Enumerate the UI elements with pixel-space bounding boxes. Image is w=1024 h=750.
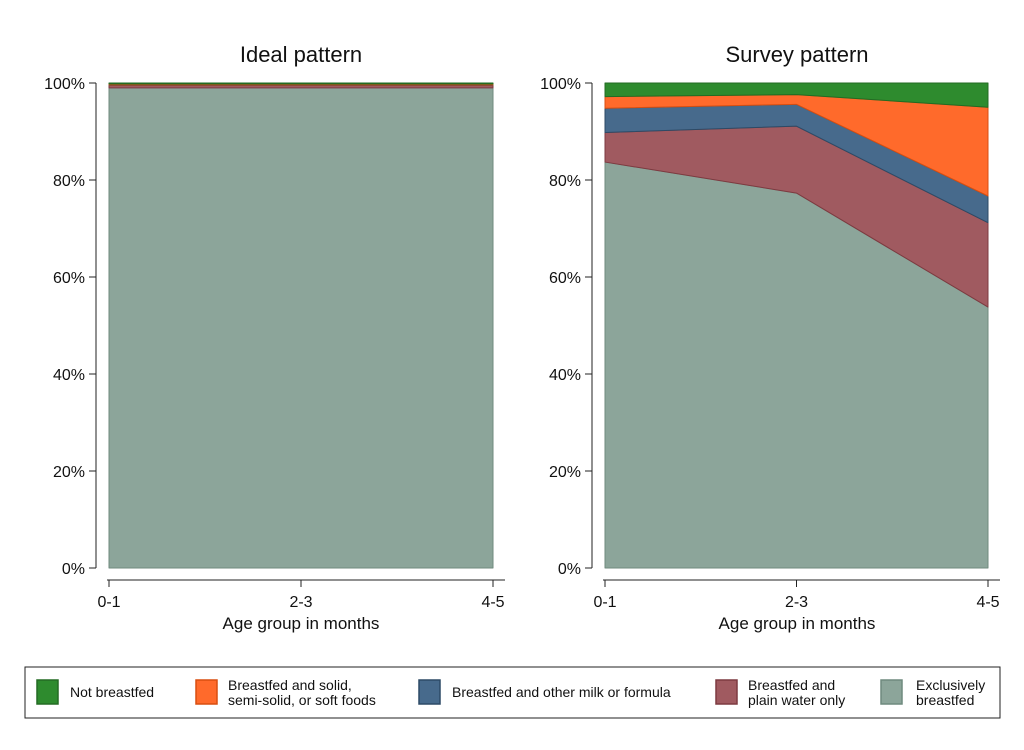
legend-swatch — [716, 680, 737, 704]
y-tick-label: 100% — [540, 76, 581, 93]
x-axis-title: Age group in months — [719, 614, 876, 633]
panel-title: Survey pattern — [725, 42, 868, 67]
y-tick-label: 40% — [549, 367, 581, 384]
panel-survey: Survey pattern 0% 20% 40% 60% 80% 100% 0-1 2-3 4-… — [540, 42, 1000, 633]
x-tick-label: 2-3 — [785, 594, 808, 611]
legend-label: plain water only — [748, 692, 845, 708]
legend-swatch — [196, 680, 217, 704]
panel-ideal: Ideal pattern 0% 20% 40% 60% 80% 100% 0-1 2-3 4-5… — [44, 42, 505, 633]
x-tick-label: 0-1 — [593, 594, 616, 611]
legend-swatch — [419, 680, 440, 704]
y-tick-label: 20% — [53, 464, 85, 481]
y-tick-label: 100% — [44, 76, 85, 93]
y-tick-label: 40% — [53, 367, 85, 384]
legend-label: Breastfed and — [748, 677, 835, 693]
area-not_bf — [109, 83, 493, 84]
y-tick-label: 20% — [549, 464, 581, 481]
x-tick-label: 0-1 — [97, 594, 120, 611]
x-tick-label: 4-5 — [481, 594, 504, 611]
legend-label: semi-solid, or soft foods — [228, 692, 376, 708]
y-tick-label: 80% — [549, 173, 581, 190]
panel-title: Ideal pattern — [240, 42, 362, 67]
legend-label: breastfed — [916, 692, 974, 708]
legend: Not breastfed Breastfed and solid,semi-so… — [25, 667, 1000, 718]
legend-label: Breastfed and solid, — [228, 677, 352, 693]
x-axis-title: Age group in months — [223, 614, 380, 633]
y-tick-label: 0% — [62, 561, 85, 578]
y-tick-label: 80% — [53, 173, 85, 190]
legend-label: Exclusively — [916, 677, 985, 693]
x-tick-label: 4-5 — [976, 594, 999, 611]
y-tick-label: 0% — [558, 561, 581, 578]
legend-label: Not breastfed — [70, 684, 154, 700]
y-tick-label: 60% — [53, 270, 85, 287]
legend-label: Breastfed and other milk or formula — [452, 684, 671, 700]
legend-swatch — [37, 680, 58, 704]
legend-swatch — [881, 680, 902, 704]
x-tick-label: 2-3 — [289, 594, 312, 611]
area-excl — [109, 88, 493, 568]
y-tick-label: 60% — [549, 270, 581, 287]
